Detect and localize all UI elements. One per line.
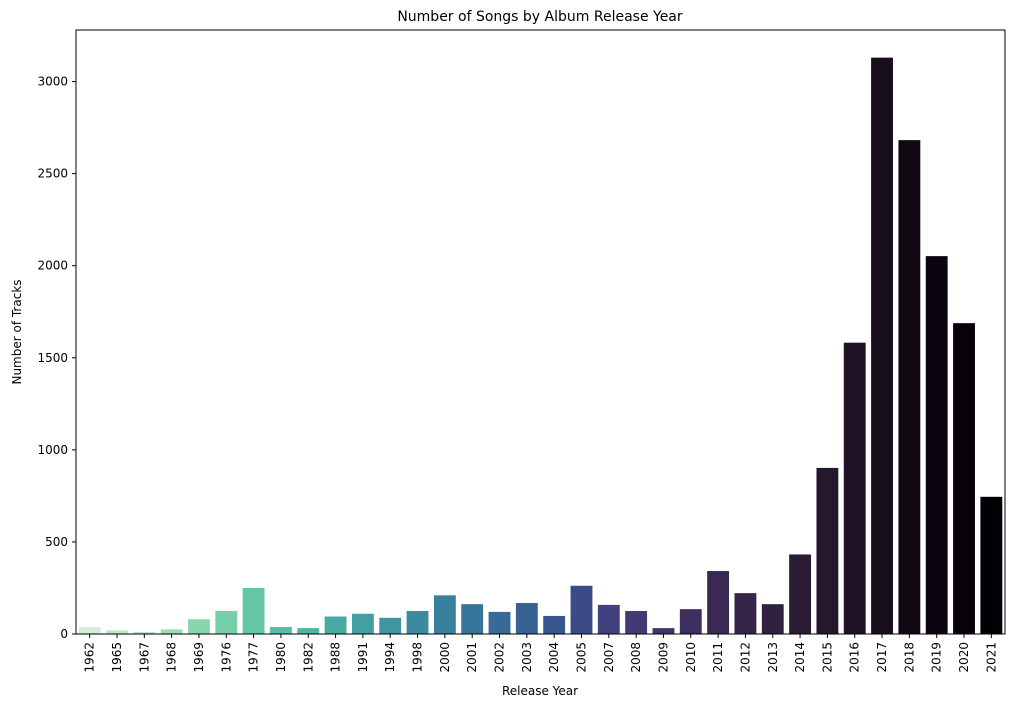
bar-2013: [761, 604, 784, 634]
x-tick-label: 1962: [83, 642, 97, 673]
y-tick-label: 500: [45, 535, 68, 549]
bar-2021: [980, 496, 1003, 634]
bar-2007: [597, 604, 620, 634]
bar-2015: [816, 467, 839, 634]
x-tick-label: 2011: [711, 642, 725, 673]
bar-1965: [106, 630, 128, 634]
x-tick-label: 2000: [438, 642, 452, 673]
bar-2001: [461, 604, 484, 634]
x-tick-label: 2016: [848, 642, 862, 673]
x-tick-label: 1980: [274, 642, 288, 673]
bar-1998: [406, 610, 429, 634]
x-tick-label: 1976: [219, 642, 233, 673]
bar-2012: [734, 593, 757, 634]
bar-2018: [898, 140, 921, 634]
y-tick-label: 0: [60, 627, 68, 641]
plot-frame: [75, 29, 1006, 635]
y-tick-label: 1500: [37, 351, 68, 365]
bar-2003: [515, 603, 538, 634]
bar-1980: [270, 627, 292, 634]
bar-2002: [488, 611, 511, 634]
bar-1969: [188, 619, 210, 634]
bar-2017: [871, 57, 893, 635]
bar-1968: [160, 629, 183, 634]
x-tick-label: 2013: [766, 642, 780, 673]
x-tick-label: 1967: [137, 642, 151, 673]
bar-1977: [242, 587, 265, 634]
x-tick-label: 2021: [984, 642, 998, 673]
x-tick-label: 2008: [629, 642, 643, 673]
y-axis: 0 500 1000 1500 2000 2500 3000: [37, 75, 76, 641]
x-tick-label: 1977: [247, 642, 261, 673]
y-tick-label: 1000: [37, 443, 68, 457]
x-tick-label: 2001: [465, 642, 479, 673]
x-tick-label: 2002: [493, 642, 507, 673]
bar-2011: [707, 571, 730, 634]
x-tick-label: 2003: [520, 642, 534, 673]
chart-title: Number of Songs by Album Release Year: [397, 9, 683, 25]
x-tick-label: 1969: [192, 642, 206, 673]
bar-2016: [843, 342, 866, 634]
x-tick-label: 2020: [957, 642, 971, 673]
bar-1988: [324, 616, 347, 634]
x-tick-label: 2012: [738, 642, 752, 673]
x-tick-label: 2009: [656, 642, 670, 673]
y-tick-label: 2000: [37, 259, 68, 273]
bar-2008: [625, 610, 648, 634]
bar-2004: [543, 615, 566, 634]
bar-1962: [78, 627, 101, 634]
x-tick-label: 2018: [902, 642, 916, 673]
x-tick-label: 2007: [602, 642, 616, 673]
x-tick-label: 1998: [411, 642, 425, 673]
x-axis: 1962 1965 1967 1968 1969 1976 1977 1980 1982 1988…: [83, 634, 998, 673]
bar-2014: [789, 554, 811, 634]
x-tick-label: 2015: [820, 642, 834, 673]
bar-2020: [953, 323, 975, 634]
x-tick-label: 2004: [547, 642, 561, 673]
y-tick-label: 3000: [37, 75, 68, 89]
bar-1967: [133, 632, 156, 634]
x-tick-label: 1988: [329, 642, 343, 673]
bar-1982: [297, 628, 320, 634]
x-axis-title: Release Year: [502, 684, 578, 698]
bars-group: [78, 57, 1003, 635]
x-tick-label: 2019: [930, 642, 944, 673]
x-tick-label: 1968: [165, 642, 179, 673]
x-tick-label: 1982: [301, 642, 315, 673]
y-axis-title: Number of Tracks: [10, 279, 24, 384]
bar-1991: [351, 613, 374, 634]
bar-2010: [679, 609, 702, 634]
bar-1994: [379, 617, 402, 634]
x-tick-label: 1994: [383, 642, 397, 673]
y-tick-label: 2500: [37, 167, 68, 181]
x-tick-label: 2005: [574, 642, 588, 673]
x-tick-label: 2017: [875, 642, 889, 673]
bar-2019: [925, 256, 948, 634]
x-tick-label: 2010: [684, 642, 698, 673]
bar-1976: [215, 610, 238, 634]
bar-2009: [652, 628, 675, 634]
x-tick-label: 1991: [356, 642, 370, 673]
x-tick-label: 2014: [793, 642, 807, 673]
bar-2005: [570, 585, 593, 634]
x-tick-label: 1965: [110, 642, 124, 673]
bar-2000: [433, 595, 456, 634]
